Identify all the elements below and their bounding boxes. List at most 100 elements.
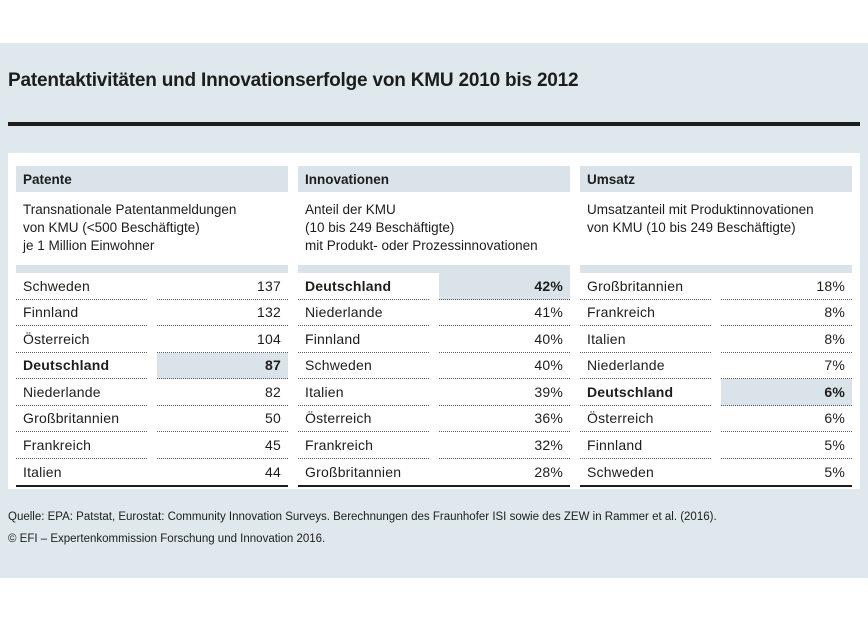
value-cell-highlighted: 42% (439, 273, 570, 300)
table-row: Schweden 137 (16, 273, 288, 300)
value-cell: 132 (157, 300, 288, 326)
table-row: Niederlande 82 (16, 379, 288, 406)
description-line: von KMU (<500 Beschäftigte) (23, 220, 200, 235)
column-header-umsatz: Umsatz (580, 166, 852, 192)
country-cell: Italien (298, 379, 429, 406)
country-cell: Großbritannien (16, 406, 147, 432)
country-cell: Großbritannien (305, 463, 402, 480)
description-line: mit Produkt- oder Prozessinnovationen (305, 238, 538, 253)
value-cell-highlighted: 6% (721, 379, 852, 406)
value-cell: 32% (439, 432, 570, 459)
source-line: Quelle: EPA: Patstat, Eurostat: Communit… (8, 511, 717, 523)
value-cell: 50 (157, 406, 288, 432)
value-cell: 36% (439, 406, 570, 432)
value-cell: 8% (721, 326, 852, 353)
value-cell: 39% (439, 379, 570, 406)
country-cell: Deutschland (16, 353, 147, 379)
country-cell: Italien (580, 326, 711, 353)
figure-section: Patentaktivitäten und Innovationserfolge… (0, 43, 868, 578)
value-cell: 137 (157, 273, 288, 300)
table-top-band (580, 265, 852, 273)
country-cell: Frankreich (16, 432, 147, 459)
figure-title: Patentaktivitäten und Innovationserfolge… (8, 70, 579, 91)
column-header-innovationen: Innovationen (298, 166, 570, 192)
value-cell: 28% (534, 463, 563, 480)
description-line: Transnationale Patentanmeldungen (23, 202, 237, 217)
title-divider-rule (8, 122, 860, 126)
country-cell: Finnland (580, 432, 711, 459)
table-row: Österreich 6% (580, 406, 852, 432)
country-cell: Großbritannien (580, 273, 711, 300)
copyright-line: © EFI – Expertenkommission Forschung und… (8, 533, 326, 545)
description-line: je 1 Million Einwohner (23, 238, 155, 253)
value-cell: 44 (265, 463, 281, 480)
value-cell: 18% (721, 273, 852, 300)
table-row: Finnland 40% (298, 326, 570, 353)
table-row-deutschland-highlight: Deutschland 42% (298, 273, 570, 300)
table-row: Großbritannien 50 (16, 406, 288, 432)
table-row: Italien 8% (580, 326, 852, 353)
country-cell: Italien (23, 463, 62, 480)
table-innovationen: Deutschland 42% Niederlande 41% Finnland… (298, 273, 570, 487)
table-row: Österreich 36% (298, 406, 570, 432)
column-header-patente: Patente (16, 166, 288, 192)
column-description-innovationen: Anteil der KMU (10 bis 249 Beschäftigte)… (298, 201, 570, 265)
value-cell: 5% (721, 432, 852, 459)
value-cell-highlighted: 87 (157, 352, 288, 379)
column-description-patente: Transnationale Patentanmeldungen von KMU… (16, 201, 288, 265)
value-cell: 82 (157, 379, 288, 406)
table-row: Großbritannien 18% (580, 273, 852, 300)
column-patente: Patente Transnationale Patentanmeldungen… (16, 166, 288, 489)
value-cell: 104 (157, 326, 288, 353)
table-row: Schweden 40% (298, 353, 570, 379)
figure-content-panel: Patente Transnationale Patentanmeldungen… (8, 153, 860, 489)
column-umsatz: Umsatz Umsatzanteil mit Produktinnovatio… (580, 166, 852, 489)
table-umsatz: Großbritannien 18% Frankreich 8% Italien… (580, 273, 852, 487)
table-row: Finnland 5% (580, 432, 852, 459)
country-cell: Österreich (580, 406, 711, 432)
table-top-band (298, 265, 570, 273)
column-innovationen: Innovationen Anteil der KMU (10 bis 249 … (298, 166, 570, 489)
value-cell: 6% (721, 406, 852, 432)
table-row: Italien 44 (16, 459, 288, 486)
country-cell: Frankreich (298, 432, 429, 459)
country-cell: Deutschland (298, 273, 429, 300)
country-cell: Deutschland (580, 379, 711, 406)
table-row: Finnland 132 (16, 300, 288, 326)
value-cell: 5% (824, 463, 845, 480)
value-cell: 8% (721, 300, 852, 326)
country-cell: Österreich (298, 406, 429, 432)
value-cell: 40% (439, 353, 570, 379)
value-cell: 45 (157, 432, 288, 459)
table-row: Frankreich 32% (298, 432, 570, 459)
description-line: Anteil der KMU (305, 202, 396, 217)
value-cell: 41% (439, 300, 570, 326)
column-description-umsatz: Umsatzanteil mit Produktinnovationen von… (580, 201, 852, 265)
table-row-deutschland-highlight: Deutschland 6% (580, 379, 852, 406)
description-line: von KMU (10 bis 249 Beschäftigte) (587, 220, 796, 235)
table-row-deutschland-highlight: Deutschland 87 (16, 352, 288, 379)
country-cell: Niederlande (298, 300, 429, 326)
source-note: Quelle: EPA: Patstat, Eurostat: Communit… (8, 506, 860, 550)
table-patente: Schweden 137 Finnland 132 Österreich 104… (16, 273, 288, 487)
table-row: Schweden 5% (580, 459, 852, 486)
country-cell: Finnland (16, 300, 147, 326)
value-cell: 7% (721, 353, 852, 379)
country-cell: Österreich (16, 326, 147, 353)
country-cell: Niederlande (16, 379, 147, 406)
value-cell: 40% (439, 326, 570, 353)
table-row: Großbritannien 28% (298, 459, 570, 486)
description-line: (10 bis 249 Beschäftigte) (305, 220, 455, 235)
country-cell: Schweden (587, 463, 654, 480)
table-row: Frankreich 8% (580, 300, 852, 326)
table-top-band (16, 265, 288, 273)
country-cell: Frankreich (580, 300, 711, 326)
table-row: Österreich 104 (16, 326, 288, 353)
country-cell: Schweden (298, 353, 429, 379)
table-row: Niederlande 7% (580, 353, 852, 379)
country-cell: Finnland (298, 326, 429, 353)
description-line: Umsatzanteil mit Produktinnovationen (587, 202, 814, 217)
table-row: Frankreich 45 (16, 432, 288, 459)
table-row: Italien 39% (298, 379, 570, 406)
country-cell: Schweden (16, 273, 147, 300)
